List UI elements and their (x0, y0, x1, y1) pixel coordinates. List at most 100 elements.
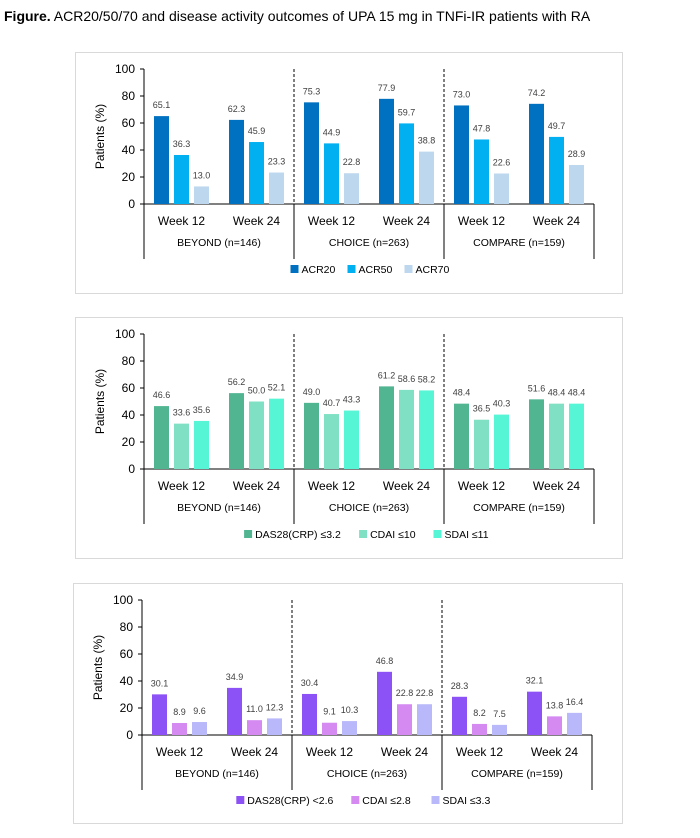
bar (342, 721, 357, 735)
bar (454, 105, 469, 204)
bar (397, 704, 412, 735)
x-tick-label: Week 24 (533, 214, 580, 228)
bar (324, 414, 339, 469)
data-label: 28.9 (568, 149, 586, 159)
bar (569, 164, 584, 204)
bar (302, 693, 317, 735)
x-tick-label: Week 12 (306, 745, 353, 759)
bar (267, 718, 282, 735)
legend-item: DAS28(CRP) <2.6 (236, 795, 334, 807)
x-tick-label: Week 12 (458, 479, 505, 493)
x-tick-label: Week 24 (533, 479, 580, 493)
x-tick-label: Week 24 (383, 479, 430, 493)
data-label: 43.3 (343, 395, 361, 405)
legend-swatch (433, 530, 442, 538)
bar (399, 389, 414, 469)
bar (527, 691, 542, 735)
figure-title: Figure. ACR20/50/70 and disease activity… (4, 8, 590, 24)
bar (529, 103, 544, 204)
bar (494, 173, 509, 204)
data-label: 38.8 (418, 136, 436, 146)
data-label: 12.3 (266, 702, 284, 712)
x-tick-label: Week 12 (456, 745, 503, 759)
legend-label: CDAI ≤2.8 (362, 795, 411, 807)
bar (324, 143, 339, 204)
y-tick-label: 60 (120, 647, 134, 661)
data-label: 10.3 (341, 705, 359, 715)
bar (567, 712, 582, 735)
y-tick-label: 100 (113, 593, 133, 607)
bar (194, 420, 209, 469)
legend-label: ACR50 (359, 264, 393, 276)
figure-title-bold: Figure. (4, 8, 51, 24)
data-label: 7.5 (493, 709, 506, 719)
data-label: 11.0 (246, 704, 263, 714)
data-label: 51.6 (528, 383, 546, 393)
bar (269, 398, 284, 469)
data-label: 75.3 (303, 86, 321, 96)
x-tick-label: Week 12 (308, 214, 355, 228)
bar (419, 390, 434, 469)
chart-low-disease-activity: 0 20 40 60 80 100 Patients (%) 46.633.6 35.6 Week… (93, 327, 595, 541)
y-tick-label: 100 (115, 327, 135, 341)
data-label: 30.4 (301, 678, 319, 688)
data-label: 35.6 (193, 405, 211, 415)
data-label: 34.9 (226, 672, 244, 682)
data-label: 22.8 (396, 688, 414, 698)
legend-swatch (431, 796, 440, 804)
data-label: 40.7 (323, 398, 341, 408)
data-label: 9.6 (193, 706, 206, 716)
x-tick-label: Week 24 (233, 214, 280, 228)
bar (322, 722, 337, 735)
data-label: 22.8 (416, 688, 434, 698)
legend-swatch (351, 796, 360, 804)
bar (229, 119, 244, 204)
data-label: 48.4 (568, 388, 586, 398)
figure-title-text: ACR20/50/70 and disease activity outcome… (50, 8, 591, 24)
y-tick-label: 40 (122, 408, 136, 422)
bar (454, 403, 469, 469)
data-label: 23.3 (268, 157, 286, 167)
group-label: CHOICE (n=263) (327, 768, 407, 780)
x-tick-label: Week 24 (233, 479, 280, 493)
bar (152, 694, 167, 735)
data-label: 33.6 (173, 408, 191, 418)
bar (249, 401, 264, 469)
group-label: CHOICE (n=263) (329, 502, 409, 514)
data-label: 73.0 (453, 89, 471, 99)
data-label: 50.0 (248, 386, 266, 396)
legend-label: DAS28(CRP) ≤3.2 (255, 529, 341, 541)
bar (379, 386, 394, 469)
data-label: 48.4 (548, 388, 566, 398)
bar (192, 722, 207, 735)
data-label: 74.2 (528, 88, 546, 98)
bar (247, 720, 262, 735)
legend-label: SDAI ≤3.3 (443, 795, 491, 807)
y-tick-label: 0 (128, 462, 135, 476)
data-label: 13.8 (546, 700, 564, 710)
data-label: 30.1 (151, 678, 169, 688)
bar (474, 139, 489, 204)
data-label: 48.4 (453, 388, 471, 398)
data-label: 58.6 (398, 374, 416, 384)
bar (549, 403, 564, 469)
x-tick-label: Week 12 (158, 479, 205, 493)
group-label: COMPARE (n=159) (471, 768, 563, 780)
data-label: 22.6 (493, 157, 511, 167)
legend-item: SDAI ≤11 (433, 529, 489, 541)
data-label: 46.8 (376, 656, 394, 666)
data-label: 61.2 (378, 370, 396, 380)
x-tick-label: Week 12 (156, 745, 203, 759)
legend-label: DAS28(CRP) <2.6 (247, 795, 333, 807)
chart-panel-acr: 0 20 40 60 80 100 Patients (%) 65.1 36.3 13.0 Week… (75, 52, 623, 294)
data-label: 49.0 (303, 387, 321, 397)
bar (229, 393, 244, 469)
group-label: BEYOND (n=146) (177, 502, 261, 514)
data-label: 52.1 (268, 383, 286, 393)
data-label: 59.7 (398, 107, 416, 117)
y-axis-label: Patients (%) (93, 369, 107, 434)
bar (529, 399, 544, 469)
bar (419, 151, 434, 204)
x-tick-label: Week 24 (383, 214, 430, 228)
bar (174, 154, 189, 204)
